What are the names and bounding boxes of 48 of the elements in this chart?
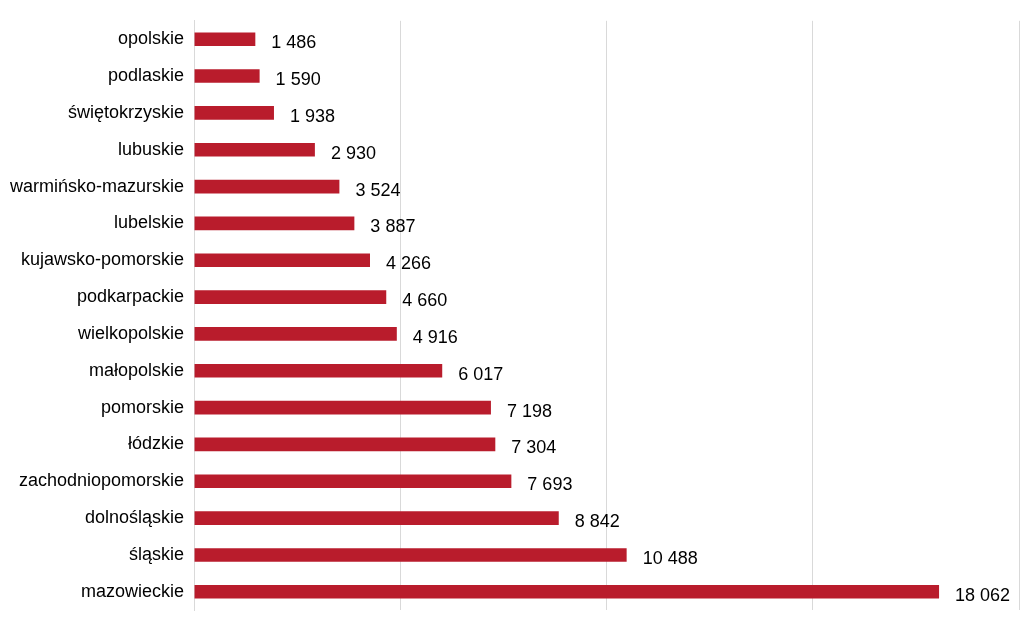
- data-label: 4 660: [402, 290, 448, 311]
- bar: [194, 400, 491, 415]
- bar: [194, 290, 387, 304]
- data-label: 1 938: [289, 105, 336, 126]
- data-label: 3 524: [355, 179, 401, 200]
- y-tick-label: zachodniopomorskie: [18, 470, 185, 491]
- bar: [194, 69, 260, 83]
- y-tick-label: śląskie: [129, 543, 185, 564]
- y-tick-label: opolskie: [117, 28, 185, 49]
- y-tick-label: wielkopolskie: [76, 322, 185, 343]
- data-label: 1 590: [275, 69, 321, 90]
- data-label: 7 304: [511, 437, 557, 458]
- y-tick-label: podlaskie: [107, 65, 185, 86]
- data-label: 2 930: [330, 142, 376, 163]
- data-label: 3 887: [370, 216, 416, 237]
- bar: [194, 437, 496, 452]
- y-tick-label: warmińsko-mazurskie: [8, 175, 185, 196]
- bar: [194, 32, 256, 47]
- bar: [194, 548, 627, 562]
- bar: [194, 363, 443, 378]
- y-tick-label: mazowieckie: [80, 580, 185, 601]
- bar: [194, 216, 355, 231]
- bar: [194, 474, 512, 489]
- data-label: 10 488: [642, 547, 698, 568]
- bar: [194, 584, 940, 599]
- data-label: 7 198: [506, 400, 552, 421]
- y-tick-label: pomorskie: [101, 396, 185, 417]
- data-label: 4 266: [386, 253, 432, 274]
- data-label: 7 693: [527, 474, 573, 495]
- data-label: 6 017: [458, 363, 504, 384]
- bar: [194, 106, 274, 120]
- data-label: 4 916: [412, 326, 458, 347]
- y-tick-label: świętokrzyskie: [68, 101, 185, 122]
- y-tick-label: małopolskie: [88, 359, 185, 380]
- y-tick-label: kujawsko-pomorskie: [20, 249, 185, 270]
- data-label: 1 486: [271, 32, 317, 53]
- bar: [194, 179, 340, 194]
- y-tick-label: łódzkie: [128, 433, 185, 454]
- data-label: 8 842: [574, 511, 620, 532]
- bar: [194, 327, 397, 341]
- y-tick-label: dolnośląskie: [84, 507, 185, 528]
- y-tick-label: lubelskie: [113, 212, 185, 233]
- bar: [194, 253, 370, 268]
- data-label: 18 062: [955, 584, 1011, 605]
- bar: [194, 142, 315, 157]
- y-tick-label: lubuskie: [117, 138, 185, 159]
- y-tick-label: podkarpackie: [76, 286, 185, 307]
- bar: [194, 511, 559, 525]
